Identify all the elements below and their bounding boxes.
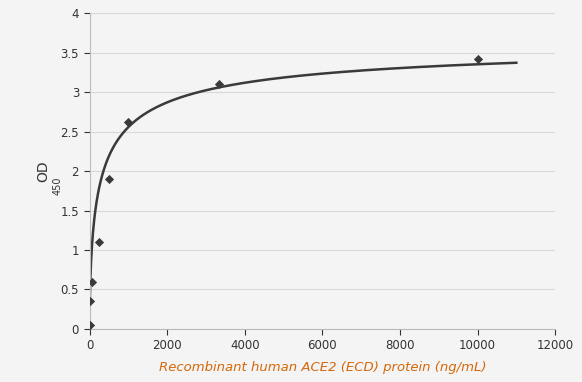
Point (124, 119, 133, 125)
Text: 450: 450 (53, 176, 63, 194)
X-axis label: Recombinant human ACE2 (ECD) protein (ng/mL): Recombinant human ACE2 (ECD) protein (ng… (158, 361, 486, 374)
Point (214, 81, 223, 87)
Text: OD: OD (36, 160, 50, 182)
Point (86, 298, 95, 304)
Point (87, 278, 97, 285)
Point (104, 176, 113, 182)
Point (95, 239, 104, 245)
Point (85, 322, 94, 328)
Point (473, 56, 482, 62)
